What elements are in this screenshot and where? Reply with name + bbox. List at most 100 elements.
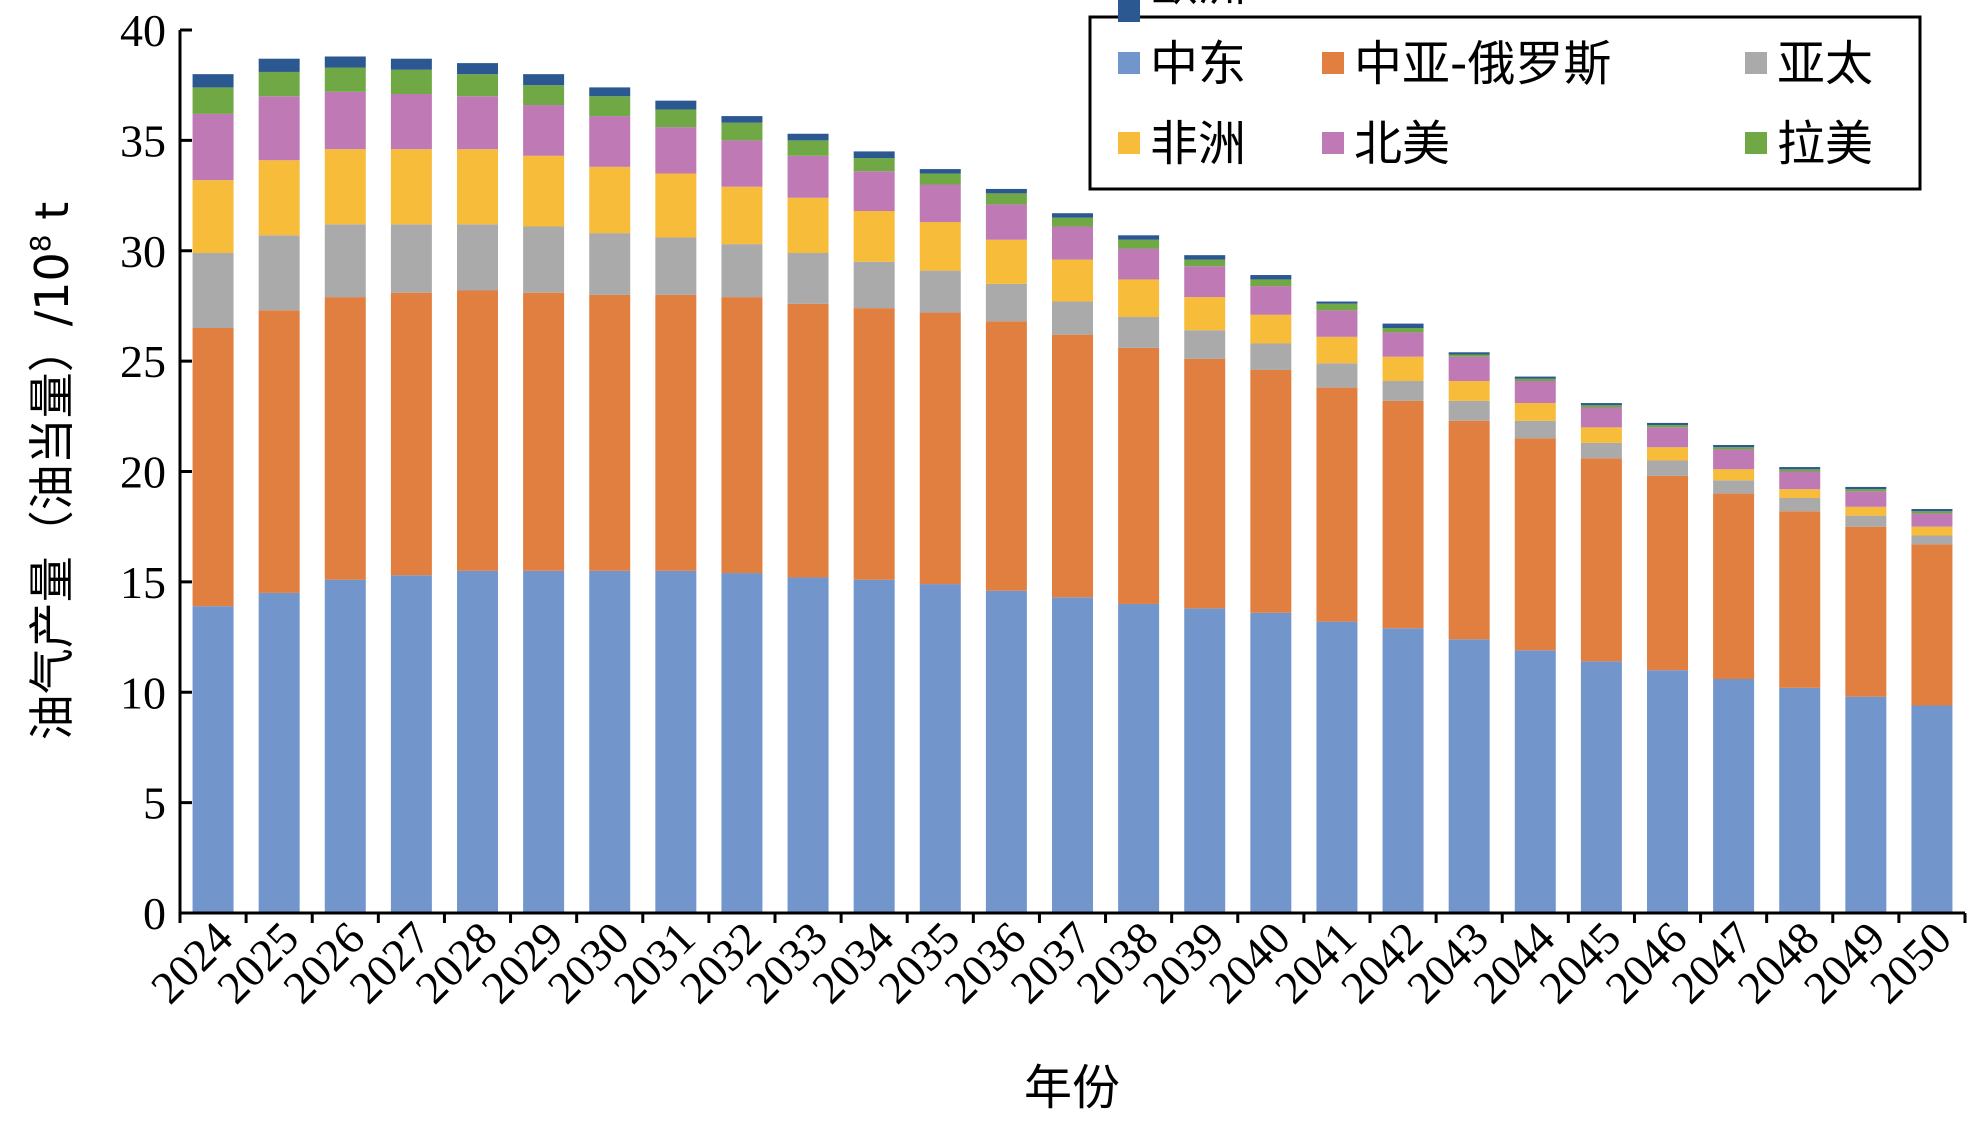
bar-segment bbox=[655, 570, 697, 913]
bar-segment bbox=[390, 58, 432, 70]
bar-segment bbox=[985, 239, 1027, 284]
bar-segment bbox=[1052, 226, 1093, 260]
bar-segment bbox=[324, 91, 366, 150]
bar-segment bbox=[1316, 336, 1358, 364]
y-tick-label: 15 bbox=[120, 557, 166, 608]
bar-segment bbox=[919, 312, 961, 585]
bar-segment bbox=[390, 94, 432, 150]
bar-segment bbox=[1382, 400, 1424, 629]
bar-segment bbox=[1184, 608, 1226, 913]
bar-segment bbox=[192, 113, 234, 181]
bar-segment bbox=[1184, 297, 1226, 331]
bar-segment bbox=[1184, 259, 1226, 267]
bar-segment bbox=[1118, 603, 1160, 913]
y-axis-title: 油气产量（油当量）/108 t bbox=[24, 202, 79, 741]
bar-segment bbox=[919, 584, 961, 913]
y-tick-label: 20 bbox=[120, 447, 166, 498]
bar-segment bbox=[919, 184, 961, 223]
bar-segment bbox=[589, 96, 631, 117]
bar-segment bbox=[523, 74, 565, 86]
bar-segment bbox=[1647, 460, 1688, 476]
bar-segment bbox=[324, 297, 366, 580]
bar-segment bbox=[1250, 314, 1292, 344]
bar-segment bbox=[655, 173, 697, 238]
bar-segment bbox=[853, 171, 895, 212]
bar-segment bbox=[324, 579, 366, 913]
y-axis-title-main: 油气产量（油当量）/10 bbox=[25, 252, 79, 740]
bar-segment bbox=[523, 226, 565, 293]
bar-segment bbox=[1911, 526, 1953, 536]
bar-segment bbox=[1580, 405, 1622, 408]
bar-segment bbox=[1713, 445, 1755, 448]
bar-segment bbox=[192, 606, 234, 913]
bar-segment bbox=[1713, 447, 1755, 450]
bar-segment bbox=[1713, 493, 1755, 680]
bar-segment bbox=[853, 211, 895, 262]
bar-segment bbox=[1911, 513, 1953, 527]
bar-segment bbox=[721, 297, 763, 574]
bar-segment bbox=[985, 283, 1027, 322]
bar-segment bbox=[1448, 380, 1490, 401]
bar-segment bbox=[1250, 612, 1292, 913]
legend-label: 中东 bbox=[1150, 36, 1246, 92]
legend-label: 拉美 bbox=[1777, 116, 1873, 172]
bar-segment bbox=[258, 71, 300, 97]
bar-segment bbox=[1514, 650, 1556, 913]
bar-segment bbox=[853, 261, 895, 309]
bar-segment bbox=[258, 160, 300, 236]
bar-area bbox=[192, 56, 1953, 913]
bar-segment bbox=[1052, 334, 1093, 598]
bar-segment bbox=[985, 321, 1027, 591]
bar-segment bbox=[1911, 705, 1953, 913]
bar-segment bbox=[1580, 427, 1622, 443]
bar-segment bbox=[655, 294, 697, 571]
y-ticks: 0 5 10 15 20 25 30 35 40 bbox=[120, 5, 192, 939]
bar-segment bbox=[1382, 328, 1424, 333]
bar-segment bbox=[1514, 438, 1556, 651]
bar-segment bbox=[258, 58, 300, 72]
legend-label: 亚太 bbox=[1777, 36, 1873, 92]
bar-segment bbox=[655, 127, 697, 174]
bar-segment bbox=[1779, 469, 1821, 472]
bar-segment bbox=[1118, 279, 1160, 317]
bar-segment bbox=[1580, 661, 1622, 913]
bar-segment bbox=[390, 224, 432, 293]
bar-segment bbox=[457, 96, 498, 150]
bar-segment bbox=[1713, 480, 1755, 494]
bar-segment bbox=[523, 105, 565, 156]
y-axis-title-sup: 8 bbox=[24, 234, 57, 252]
bar-segment bbox=[787, 303, 829, 578]
legend-swatch bbox=[1118, 132, 1140, 154]
y-tick-label: 25 bbox=[120, 336, 166, 387]
bar-segment bbox=[523, 570, 565, 913]
bar-segment bbox=[1845, 526, 1887, 697]
bar-segment bbox=[523, 85, 565, 106]
bar-segment bbox=[1052, 301, 1093, 335]
bar-segment bbox=[1382, 332, 1424, 357]
bar-segment bbox=[589, 87, 631, 97]
bar-segment bbox=[589, 294, 631, 571]
bar-segment bbox=[390, 292, 432, 576]
bar-segment bbox=[1713, 679, 1755, 913]
legend-label: 北美 bbox=[1354, 116, 1450, 172]
bar-segment bbox=[1316, 621, 1358, 913]
y-tick-label: 10 bbox=[120, 667, 166, 718]
bar-segment bbox=[1845, 491, 1887, 507]
bar-segment bbox=[1448, 639, 1490, 913]
bar-segment bbox=[192, 252, 234, 329]
bar-segment bbox=[1580, 442, 1622, 459]
bar-segment bbox=[457, 74, 498, 97]
bar-segment bbox=[1647, 425, 1688, 428]
bar-segment bbox=[390, 575, 432, 913]
bar-segment bbox=[1118, 316, 1160, 348]
legend-label: 非洲 bbox=[1150, 116, 1246, 172]
legend-box bbox=[1088, 15, 1922, 191]
bar-segment bbox=[258, 310, 300, 593]
bar-segment bbox=[1845, 489, 1887, 492]
bar-segment bbox=[390, 69, 432, 95]
bar-segment bbox=[919, 270, 961, 313]
y-tick-label: 5 bbox=[143, 778, 166, 829]
bar-segment bbox=[1779, 467, 1821, 470]
bar-segment bbox=[1845, 515, 1887, 527]
